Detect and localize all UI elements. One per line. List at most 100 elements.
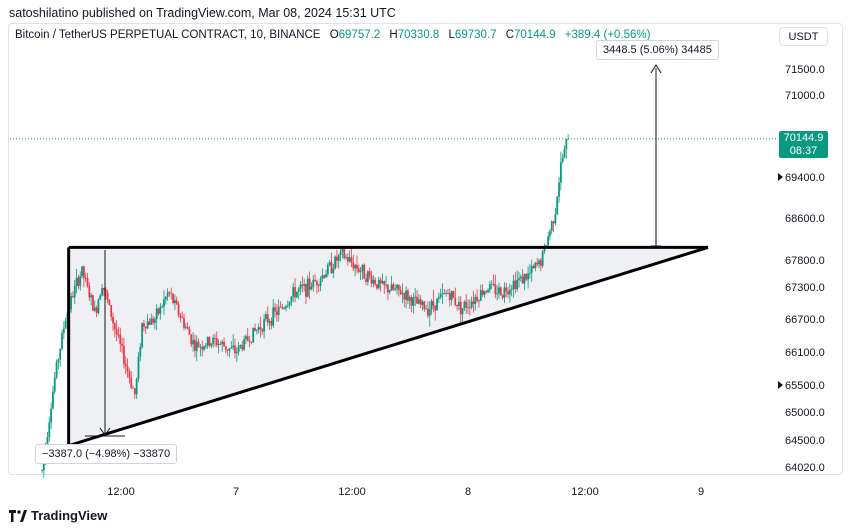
tradingview-logo[interactable]: TradingView [9, 508, 107, 523]
candle-body [379, 279, 382, 284]
candle-body [436, 298, 438, 311]
candle-body [374, 279, 377, 285]
currency-button[interactable]: USDT [779, 27, 828, 46]
price-tick-label: 66700.0 [785, 314, 825, 326]
close-label: C [505, 29, 515, 41]
candle-body [57, 359, 60, 363]
candle-body [204, 345, 207, 347]
time-tick-label: 9 [698, 486, 704, 498]
candle-body [128, 371, 131, 378]
candle-body [496, 293, 499, 295]
candle-body [317, 285, 320, 287]
candle-body [92, 295, 94, 311]
candle-body [150, 318, 153, 325]
candle-body [59, 348, 62, 360]
candle-body [416, 296, 418, 304]
candle-body [366, 271, 369, 282]
last-price-tag: 70144.9 08:37 [779, 131, 828, 158]
candle-body [481, 290, 484, 295]
candle-body [99, 295, 102, 300]
open-label: O [329, 29, 339, 41]
candle-body [459, 301, 462, 315]
candle-body [215, 338, 218, 346]
candle-body [467, 306, 469, 308]
candle-body [139, 346, 142, 357]
low-label: L [448, 29, 455, 41]
candle-body [172, 293, 174, 304]
candle-body [221, 341, 224, 344]
candle-body [472, 301, 475, 304]
candle-body [419, 299, 422, 305]
candle-body [441, 293, 444, 295]
candle-body [64, 320, 67, 329]
candle-body [297, 288, 300, 292]
candle-body [72, 296, 74, 298]
candle-body [316, 281, 318, 286]
candle-body [41, 470, 43, 471]
candle-body [197, 341, 200, 348]
candle-body [90, 295, 93, 298]
candle-body [79, 276, 82, 286]
candle-body [408, 297, 411, 301]
candle-body [301, 284, 304, 286]
candle-body [549, 230, 551, 237]
candle-body [112, 316, 114, 324]
candle-body [201, 346, 204, 350]
candle-body [272, 307, 275, 326]
candle-body [346, 257, 349, 262]
candle-body [399, 289, 402, 295]
candle-body [152, 318, 154, 323]
candle-body [474, 296, 477, 304]
candle-body [106, 292, 109, 300]
price-tick-label: 69400.0 [785, 172, 825, 184]
candle-body [219, 343, 222, 345]
candle-body [514, 280, 517, 290]
price-tick-label: 64020.0 [785, 462, 825, 474]
candle-body [563, 149, 566, 158]
symbol-label[interactable]: Bitcoin / TetherUS PERPETUAL CONTRACT, 1… [15, 29, 321, 41]
candle-body [121, 343, 124, 346]
candle-body [157, 308, 160, 314]
candle-body [365, 278, 367, 282]
candle-body [325, 274, 327, 278]
candle-body [290, 296, 293, 302]
candle-body [159, 306, 162, 314]
high-value: 70330.8 [397, 29, 440, 41]
candle-body [279, 306, 282, 308]
price-tick-label: 65500.0 [785, 380, 825, 392]
candle-body [75, 277, 78, 286]
candle-body [403, 293, 406, 300]
candle-body [478, 300, 480, 302]
candle-body [184, 326, 187, 328]
candle-body [223, 341, 225, 347]
candle-body [414, 296, 417, 298]
candle-body [292, 287, 295, 297]
candle-body [490, 284, 493, 285]
candle-body [208, 337, 211, 346]
candle-body [259, 327, 262, 330]
candle-body [432, 301, 435, 306]
last-price-value: 70144.9 [783, 132, 824, 144]
chart-legend: Bitcoin / TetherUS PERPETUAL CONTRACT, 1… [15, 29, 650, 41]
candle-body [357, 268, 360, 272]
time-tick-label: 12:00 [107, 486, 135, 498]
candle-body [381, 281, 384, 284]
candle-body [417, 299, 420, 304]
candle-body [119, 334, 122, 344]
candle-body [336, 256, 338, 261]
candle-body [265, 314, 267, 320]
candle-body [463, 301, 466, 309]
candle-body [483, 291, 486, 295]
candle-body [532, 266, 535, 269]
close-value: 70144.9 [514, 29, 556, 41]
candle-body [188, 328, 191, 335]
candle-body [430, 301, 433, 310]
candle-body [210, 343, 213, 346]
candle-body [48, 422, 51, 438]
candle-body [232, 345, 235, 348]
candle-body [319, 278, 322, 286]
candle-body [445, 293, 448, 295]
candle-body [454, 297, 457, 305]
candle-body [448, 293, 451, 301]
